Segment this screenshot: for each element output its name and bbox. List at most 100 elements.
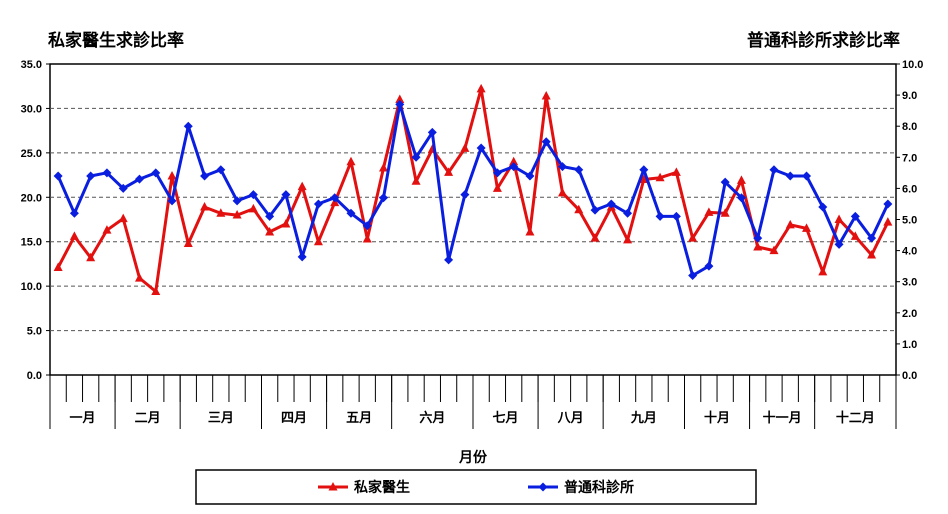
data-point — [574, 204, 584, 214]
data-point — [411, 152, 421, 162]
data-point — [883, 217, 893, 226]
data-point — [460, 143, 470, 152]
legend-box — [195, 469, 757, 505]
y-right-tick-label: 5.0 — [902, 215, 917, 227]
data-point — [444, 167, 454, 176]
data-point — [248, 203, 258, 213]
data-point — [476, 83, 486, 93]
data-point — [134, 174, 144, 184]
x-month-label: 十月 — [704, 410, 730, 426]
data-point — [639, 165, 649, 175]
data-point — [232, 210, 242, 219]
data-point — [557, 187, 567, 197]
x-month-label: 十二月 — [836, 410, 875, 426]
x-month-label: 八月 — [557, 411, 584, 426]
data-point — [883, 199, 893, 209]
data-point — [362, 221, 372, 231]
data-point — [867, 233, 877, 243]
data-point — [313, 199, 323, 209]
data-point — [818, 266, 828, 276]
data-point — [785, 219, 795, 229]
data-point — [86, 171, 96, 181]
data-point — [346, 208, 356, 218]
data-point — [151, 168, 161, 178]
data-point — [541, 90, 551, 100]
series-group — [53, 83, 893, 295]
x-month-label: 九月 — [630, 411, 657, 426]
y-right-tick-label: 0.0 — [902, 370, 917, 382]
data-point — [102, 225, 112, 234]
data-point — [134, 273, 144, 282]
data-point — [232, 196, 242, 206]
data-point — [297, 252, 307, 262]
data-point — [69, 208, 79, 218]
data-point — [297, 181, 307, 191]
data-point — [704, 261, 714, 271]
legend-entry: 普通科診所 — [528, 479, 634, 496]
x-month-label: 四月 — [281, 411, 307, 426]
data-point — [785, 171, 795, 181]
x-month-label: 七月 — [493, 411, 519, 426]
data-point — [86, 252, 96, 262]
data-point — [850, 231, 860, 240]
data-point — [623, 208, 633, 218]
data-point — [574, 165, 584, 175]
data-point — [557, 162, 567, 172]
data-point — [427, 127, 437, 137]
data-point — [720, 177, 730, 187]
data-point — [151, 286, 161, 295]
data-point — [118, 183, 128, 193]
data-point — [379, 162, 389, 172]
data-point — [395, 94, 405, 104]
data-point — [802, 171, 812, 181]
data-point — [704, 207, 714, 216]
y-left-tick-label: 20.0 — [21, 192, 42, 204]
series-right — [53, 99, 893, 280]
data-point — [379, 193, 389, 203]
x-month-label: 二月 — [135, 411, 161, 426]
legend-label: 普通科診所 — [564, 479, 634, 496]
grid-lines — [50, 107, 896, 332]
data-point — [330, 193, 340, 203]
data-point — [411, 176, 421, 185]
data-point — [281, 218, 291, 228]
data-point — [362, 234, 372, 243]
data-point — [623, 234, 633, 244]
data-point — [102, 168, 112, 178]
data-point — [753, 242, 763, 251]
data-point — [265, 211, 275, 221]
data-point — [606, 199, 616, 209]
data-point — [753, 233, 763, 243]
data-point — [492, 183, 502, 192]
legend: 私家醫生 普通科診所 — [195, 469, 757, 505]
data-point — [200, 171, 210, 181]
data-point — [769, 165, 779, 175]
right-axis-title: 普通科診所求診比率 — [747, 31, 900, 51]
data-point — [281, 190, 291, 200]
data-point — [736, 175, 746, 184]
y-left-tick-label: 0.0 — [27, 370, 42, 382]
data-point — [671, 211, 681, 221]
data-point — [525, 226, 535, 236]
data-point — [460, 190, 470, 200]
y-right-tick-label: 3.0 — [902, 277, 917, 289]
data-point — [313, 236, 323, 246]
y-left-tick-label: 5.0 — [27, 326, 42, 338]
y-right-tick-label: 8.0 — [902, 121, 917, 133]
y-right-tick-label: 2.0 — [902, 308, 917, 320]
x-month-label: 六月 — [419, 410, 445, 426]
data-point — [720, 208, 730, 217]
y-left-tick-label: 30.0 — [21, 103, 42, 115]
x-month-label: 十一月 — [763, 410, 802, 426]
legend-label: 私家醫生 — [354, 479, 410, 496]
data-point — [346, 156, 356, 166]
data-point — [867, 250, 877, 259]
legend-marker — [538, 482, 548, 492]
series-line — [56, 87, 890, 293]
data-point — [183, 238, 193, 247]
plot-area — [49, 63, 897, 376]
data-point — [248, 190, 258, 200]
legend-entry: 私家醫生 — [318, 479, 410, 496]
data-point — [850, 211, 860, 221]
